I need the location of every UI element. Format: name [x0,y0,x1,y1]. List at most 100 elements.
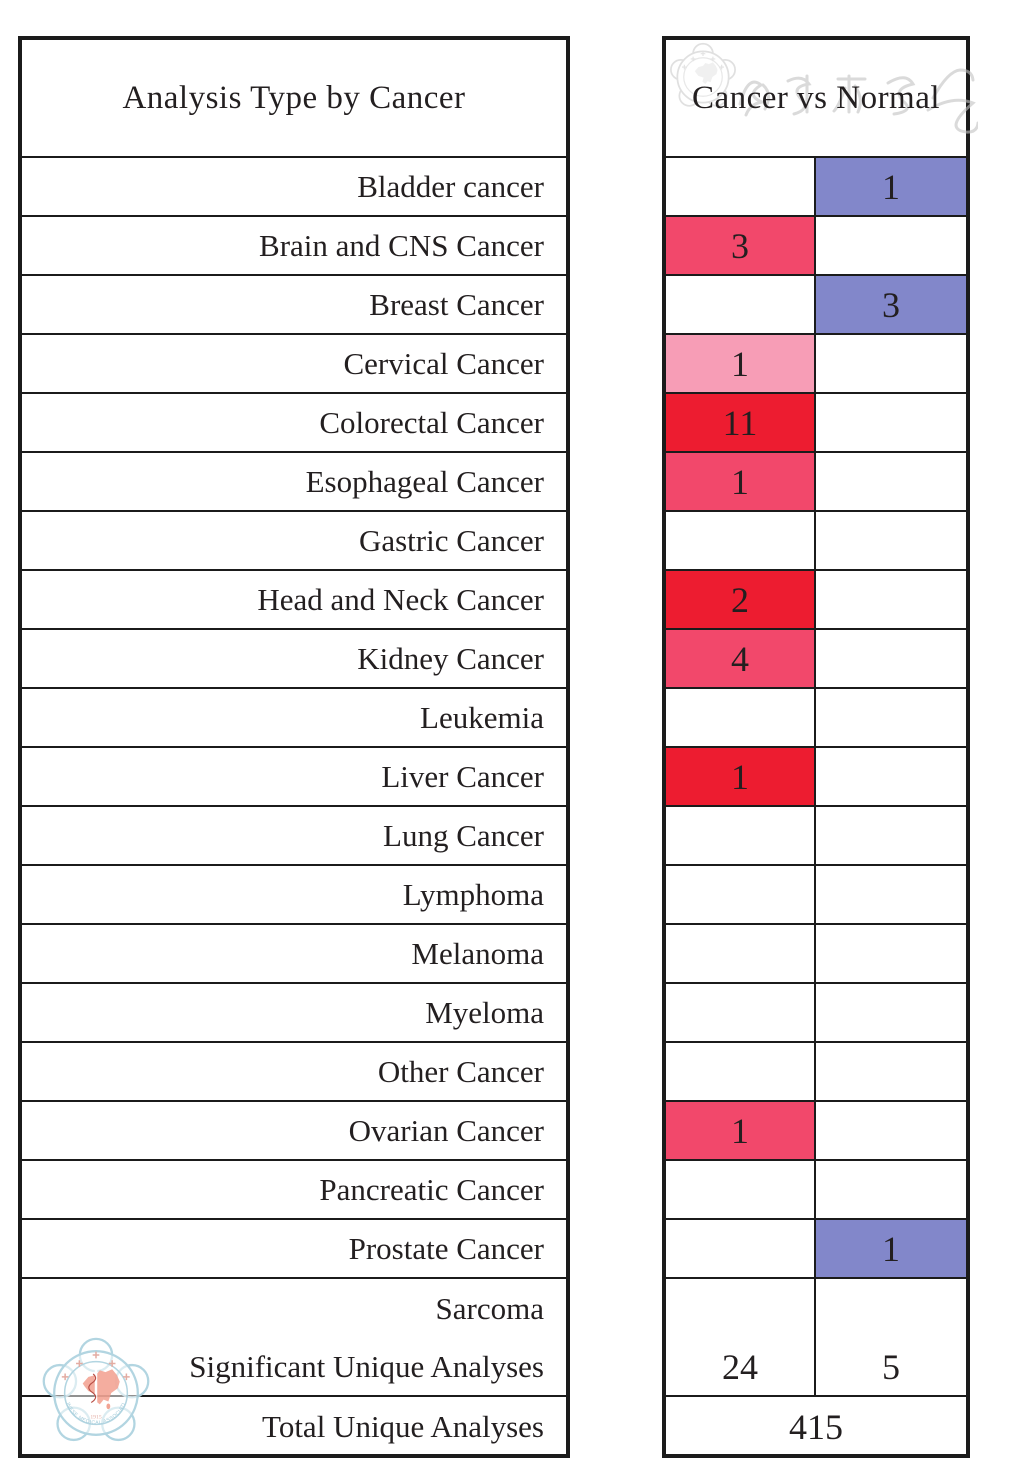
down-regulated-cell [816,748,966,805]
cancer-type-label: Ovarian Cancer [348,1112,544,1148]
analysis-count-row: 1 [666,1102,966,1161]
up-regulated-cell [666,276,816,333]
up-regulated-cell [666,158,816,215]
cancer-type-row: Lymphoma [22,866,566,925]
analysis-count-row: 1 [666,1220,966,1279]
up-regulated-cell [666,807,816,864]
analysis-count-row [666,925,966,984]
total-unique-analyses-label: Total Unique Analyses [262,1408,544,1444]
cancer-type-row: Breast Cancer [22,276,566,335]
cancer-type-row: Kidney Cancer [22,630,566,689]
cancer-type-label: Head and Neck Cancer [257,581,544,617]
analysis-count-row [666,1043,966,1102]
down-regulated-cell: 1 [816,1220,966,1277]
cancer-type-label: Leukemia [420,699,544,735]
down-regulated-cell [816,866,966,923]
down-regulated-cell [816,1161,966,1218]
analysis-type-header-label: Analysis Type by Cancer [122,79,466,116]
down-regulated-cell [816,1043,966,1100]
cancer-type-label: Brain and CNS Cancer [259,227,544,263]
significant-unique-analyses-row: Significant Unique Analyses [22,1338,566,1397]
cancer-type-label: Myeloma [425,994,544,1030]
down-regulated-cell [816,984,966,1041]
cancer-type-row: Sarcoma [22,1279,566,1338]
up-regulated-cell: 2 [666,571,816,628]
significant-counts-row: 24 5 [666,1338,966,1397]
down-regulated-cell [816,630,966,687]
analysis-type-table: Analysis Type by Cancer Bladder cancer B… [18,36,570,1458]
down-regulated-cell [816,394,966,451]
analysis-count-row: 1 [666,158,966,217]
up-regulated-cell: 1 [666,1102,816,1159]
cancer-type-row: Other Cancer [22,1043,566,1102]
cancer-vs-normal-header-label: Cancer vs Normal [691,79,941,116]
up-regulated-cell [666,866,816,923]
up-regulated-cell: 11 [666,394,816,451]
down-regulated-cell [816,925,966,982]
analysis-count-row: 1 [666,748,966,807]
cancer-type-row: Lung Cancer [22,807,566,866]
analysis-count-row: 3 [666,276,966,335]
cancer-type-label: Colorectal Cancer [319,404,544,440]
cancer-type-row: Head and Neck Cancer [22,571,566,630]
cancer-type-label: Pancreatic Cancer [319,1171,544,1207]
cancer-type-row: Leukemia [22,689,566,748]
down-regulated-cell [816,571,966,628]
down-regulated-cell [816,217,966,274]
cancer-type-label: Sarcoma [435,1290,544,1326]
cancer-type-label: Breast Cancer [369,286,544,322]
cancer-type-label: Kidney Cancer [357,640,544,676]
cancer-vs-normal-header: Cancer vs Normal [666,40,966,158]
cancer-type-label: Other Cancer [377,1053,544,1089]
down-regulated-cell [816,807,966,864]
down-regulated-cell: 3 [816,276,966,333]
analysis-type-header: Analysis Type by Cancer [22,40,566,158]
analysis-count-row: 11 [666,394,966,453]
up-regulated-cell: 1 [666,748,816,805]
down-regulated-cell [816,453,966,510]
cancer-type-row: Prostate Cancer [22,1220,566,1279]
cancer-type-label: Bladder cancer [357,168,544,204]
down-regulated-cell [816,512,966,569]
up-regulated-cell [666,1279,816,1338]
cancer-type-label: Melanoma [411,935,544,971]
cancer-type-row: Colorectal Cancer [22,394,566,453]
cancer-type-label: Esophageal Cancer [305,463,544,499]
significant-down-count: 5 [882,1346,900,1387]
up-regulated-cell: 3 [666,217,816,274]
total-unique-analyses-row: Total Unique Analyses [22,1397,566,1456]
cancer-type-label: Liver Cancer [381,758,544,794]
down-regulated-cell [816,1102,966,1159]
cancer-type-row-list: Bladder cancer Brain and CNS Cancer Brea… [22,158,566,1338]
cancer-type-label: Prostate Cancer [348,1230,544,1266]
analysis-count-row [666,512,966,571]
analysis-count-row [666,984,966,1043]
cancer-type-label: Lung Cancer [383,817,544,853]
analysis-count-row [666,1279,966,1338]
cancer-type-row: Myeloma [22,984,566,1043]
cancer-type-label: Gastric Cancer [358,522,544,558]
up-regulated-cell: 1 [666,335,816,392]
cancer-type-row: Pancreatic Cancer [22,1161,566,1220]
down-regulated-cell: 1 [816,158,966,215]
up-regulated-cell: 1 [666,453,816,510]
up-regulated-cell [666,925,816,982]
analysis-count-row: 1 [666,453,966,512]
down-regulated-cell [816,335,966,392]
down-regulated-cell [816,1279,966,1338]
up-regulated-cell [666,1043,816,1100]
total-count-row: 415 [666,1397,966,1456]
analysis-count-row: 2 [666,571,966,630]
analysis-count-row: 1 [666,335,966,394]
up-regulated-cell [666,689,816,746]
cancer-type-row: Esophageal Cancer [22,453,566,512]
up-regulated-cell [666,984,816,1041]
up-regulated-cell [666,1220,816,1277]
cancer-type-row: Ovarian Cancer [22,1102,566,1161]
cancer-vs-normal-table: Cancer vs Normal 1 3 3 1 11 1 2 4 [662,36,970,1458]
cancer-type-row: Liver Cancer [22,748,566,807]
analysis-count-row: 4 [666,630,966,689]
cancer-type-row: Cervical Cancer [22,335,566,394]
analysis-count-row-list: 1 3 3 1 11 1 2 4 1 [666,158,966,1338]
